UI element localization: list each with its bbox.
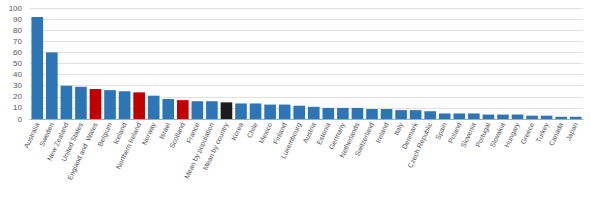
- svg-text:Spain: Spain: [434, 121, 449, 141]
- svg-text:50: 50: [13, 59, 22, 68]
- svg-text:Scotland: Scotland: [168, 121, 186, 149]
- svg-text:Czech Republic: Czech Republic: [406, 121, 434, 169]
- svg-text:80: 80: [13, 26, 22, 35]
- svg-text:Iceland: Iceland: [112, 121, 128, 144]
- svg-text:Belgium: Belgium: [96, 121, 114, 147]
- svg-text:Chile: Chile: [246, 121, 259, 138]
- svg-text:Sweden: Sweden: [38, 121, 55, 148]
- svg-text:Italy: Italy: [393, 121, 406, 136]
- svg-text:70: 70: [13, 37, 22, 46]
- svg-text:Germany: Germany: [327, 121, 347, 151]
- svg-text:Mean by population: Mean by population: [182, 121, 216, 180]
- svg-text:Mexico: Mexico: [258, 121, 274, 144]
- svg-text:10: 10: [13, 103, 22, 112]
- svg-text:Japan: Japan: [565, 121, 580, 142]
- svg-text:Turkey: Turkey: [534, 121, 550, 144]
- svg-text:Australia: Australia: [22, 121, 41, 150]
- svg-text:France: France: [185, 121, 201, 144]
- svg-text:0: 0: [18, 115, 23, 124]
- svg-text:Austria: Austria: [301, 121, 317, 144]
- svg-text:Ireland: Ireland: [374, 121, 389, 143]
- svg-text:Portugal: Portugal: [474, 121, 492, 149]
- svg-text:Northern Ireland: Northern Ireland: [115, 121, 143, 170]
- svg-text:Denmark: Denmark: [400, 121, 419, 151]
- svg-text:Mean by country: Mean by country: [201, 121, 230, 172]
- svg-text:100: 100: [9, 4, 23, 13]
- svg-text:Estonia: Estonia: [315, 121, 332, 146]
- svg-text:Slovakia: Slovakia: [488, 121, 507, 149]
- svg-text:Slovenia: Slovenia: [459, 121, 477, 149]
- svg-text:Poland: Poland: [447, 121, 463, 144]
- svg-text:Korea: Korea: [230, 121, 244, 141]
- svg-text:Switzerland: Switzerland: [354, 121, 376, 157]
- svg-text:Luxembourg: Luxembourg: [280, 121, 304, 160]
- svg-text:90: 90: [13, 15, 22, 24]
- svg-text:New Zealand: New Zealand: [45, 121, 70, 162]
- svg-text:20: 20: [13, 92, 22, 101]
- svg-text:30: 30: [13, 81, 22, 90]
- svg-text:England and Wales: England and Wales: [66, 121, 100, 181]
- svg-text:Israel: Israel: [158, 121, 172, 140]
- svg-text:Norway: Norway: [141, 121, 158, 146]
- svg-text:United States: United States: [60, 121, 85, 163]
- svg-text:Canada: Canada: [548, 121, 565, 146]
- svg-text:Netherlands: Netherlands: [338, 121, 361, 159]
- svg-text:60: 60: [13, 48, 22, 57]
- svg-text:Hungary: Hungary: [503, 121, 522, 149]
- svg-text:40: 40: [13, 70, 22, 79]
- svg-text:Finland: Finland: [272, 121, 288, 145]
- svg-text:Greece: Greece: [519, 121, 535, 145]
